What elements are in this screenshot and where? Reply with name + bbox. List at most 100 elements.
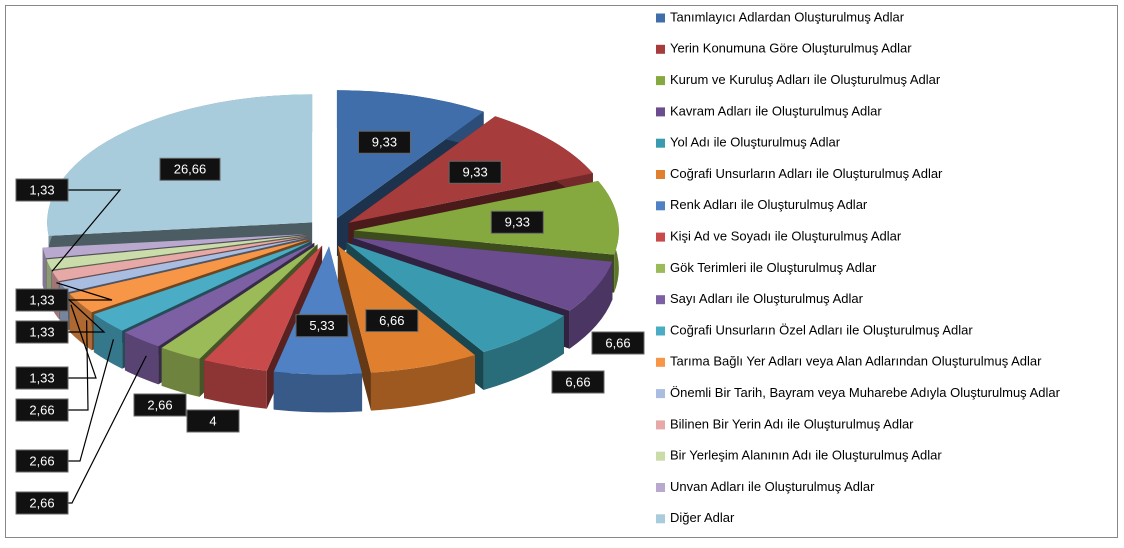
legend-swatch [656,170,665,179]
legend-label: Kurum ve Kuruluş Adları ile Oluşturulmuş… [670,72,941,87]
data-label: 2,66 [147,397,172,412]
legend-label: Coğrafi Unsurların Adları ile Oluşturulm… [670,166,943,181]
data-label: 6,66 [605,335,630,350]
leader-line [68,339,115,462]
slice-side [483,315,564,391]
slice [124,242,315,347]
data-label: 5,33 [309,318,334,333]
slice [93,241,312,331]
legend-swatch [656,420,665,430]
legend-swatch [656,514,665,524]
legend-swatch [656,357,665,367]
legend-label: Gök Terimleri ile Oluşturulmuş Adlar [670,260,877,275]
data-label: 6,66 [565,374,590,389]
legend-label: Kişi Ad ve Soyadı ile Oluşturulmuş Adlar [670,229,902,244]
legend-label: Kavram Adları ile Oluşturulmuş Adlar [670,103,882,118]
slice-side [370,355,476,411]
slice-side [124,242,315,371]
slice [353,180,619,255]
leader-line [68,355,147,504]
legend-label: Bilinen Bir Yerin Adı ile Oluşturulmuş A… [670,416,914,431]
data-label: 1,33 [29,324,54,339]
label-box [186,409,240,433]
label-box [159,157,221,181]
legend-label: Yerin Konumuna Göre Oluşturulmuş Adlar [670,41,912,56]
slice [204,245,323,371]
legend-label: Unvan Adları ile Oluşturulmuş Adlar [670,479,875,494]
label-box [448,160,502,184]
slice [51,236,308,282]
slice-side [273,371,363,413]
slice-side [161,347,200,397]
slice-side [124,332,159,385]
leader-line [62,293,106,333]
legend-label: Renk Adları ile Oluşturulmuş Adlar [670,197,868,212]
legend-swatch [656,201,665,211]
legend-swatch [656,13,665,23]
data-label: 26,66 [174,162,207,177]
label-box [15,449,69,473]
data-label: 2,66 [29,495,54,510]
data-label: 1,33 [29,292,54,307]
legend-swatch [656,389,665,399]
slice [59,237,308,293]
label-box [591,331,645,355]
legend-label: Önemli Bir Tarih, Bayram veya Muharebe A… [670,385,1061,400]
slice [46,235,307,270]
slice-group [273,246,363,413]
data-label: 4 [209,413,216,428]
label-box [357,130,411,154]
data-label: 6,66 [379,313,404,328]
leader-line [68,304,97,379]
label-box [295,314,349,338]
slice-side [93,314,123,369]
legend-swatch [656,44,665,54]
slice [352,237,613,311]
legend-label: Tanımlayıcı Adlardan Oluşturulmuş Adlar [670,9,905,24]
legend-swatch [656,483,665,492]
slice [161,244,318,359]
legend-label: Yol Adı ile Oluşturulmuş Adlar [670,135,841,150]
legend-swatch [656,451,665,461]
legend-label: Diğer Adlar [670,510,735,525]
leader-line [51,189,122,272]
slice-side [569,261,613,349]
legend-label: Coğrafi Unsurların Özel Adları ile Oluşt… [670,322,973,337]
label-box [15,366,69,390]
legend-swatch [656,295,665,305]
label-box [15,320,69,344]
leader-line [56,282,113,301]
data-label: 2,66 [29,453,54,468]
slice [346,242,564,353]
legend-label: Tarıma Bağlı Yer Adları veya Alan Adları… [670,354,1042,369]
slice-side [204,360,267,409]
label-box [15,178,69,202]
legend-swatch [656,107,665,117]
label-box [365,309,419,333]
data-label: 1,33 [29,182,54,197]
legend-label: Sayı Adları ile Oluşturulmuş Adlar [670,291,864,306]
slice-side [337,245,371,411]
legend-swatch [656,138,665,148]
data-label: 2,66 [29,402,54,417]
slice [69,239,310,313]
data-label: 1,33 [29,370,54,385]
legend-swatch [656,76,665,86]
label-box [15,288,69,312]
legend-label: Bir Yerleşim Alanının Adı ile Oluşturulm… [670,448,942,463]
data-label: 9,33 [462,165,487,180]
label-box [551,370,605,394]
legend-swatch [656,232,665,242]
slice-side [69,293,92,351]
legend-swatch [656,263,665,273]
slice-side [42,247,46,297]
label-box [490,210,544,234]
slice [336,90,484,219]
label-box [15,491,69,515]
data-label: 9,33 [372,135,397,150]
slice [273,246,363,375]
data-label: 9,33 [505,215,530,230]
label-box [133,393,187,417]
label-box [15,398,69,422]
